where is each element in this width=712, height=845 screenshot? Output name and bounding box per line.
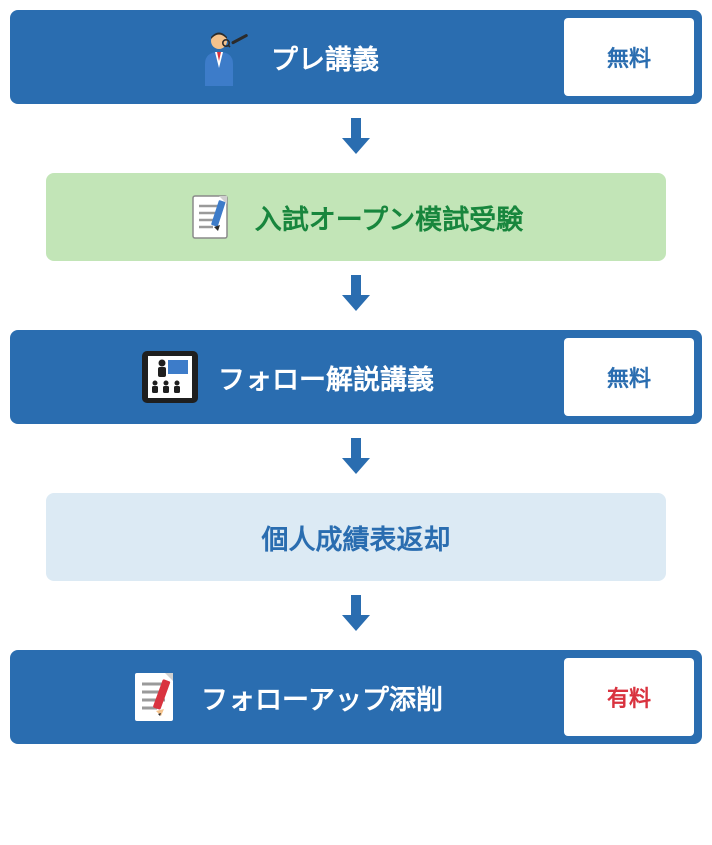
step-title: フォロー解説講義 — [218, 358, 434, 397]
flow-step-5: フォローアップ添削 有料 — [10, 650, 702, 744]
step-main: フォローアップ添削 — [10, 650, 564, 744]
price-badge: 無料 — [564, 18, 694, 96]
price-badge: 無料 — [564, 338, 694, 416]
flow-step-4: 個人成績表返却 — [46, 493, 666, 581]
flow-arrow-icon — [342, 118, 370, 159]
step-title: プレ講義 — [271, 38, 379, 77]
flow-step-1: プレ講義 無料 — [10, 10, 702, 104]
price-badge-text: 無料 — [607, 361, 651, 393]
flow-step-3: フォロー解説講義 無料 — [10, 330, 702, 424]
document-pencil-icon — [189, 192, 237, 242]
step-title: 入試オープン模試受験 — [255, 198, 523, 237]
document-red-pencil-icon — [131, 669, 183, 725]
step-title: 個人成績表返却 — [262, 518, 451, 557]
price-badge-text: 無料 — [607, 41, 651, 73]
instructor-icon — [195, 28, 253, 86]
step-title: フォローアップ添削 — [201, 678, 443, 717]
step-main: プレ講義 — [10, 10, 564, 104]
flow-step-2: 入試オープン模試受験 — [46, 173, 666, 261]
flow-arrow-icon — [342, 275, 370, 316]
step-main: 入試オープン模試受験 — [46, 192, 666, 242]
tablet-classroom-icon — [140, 349, 200, 405]
step-main: フォロー解説講義 — [10, 330, 564, 424]
flow-container: プレ講義 無料 入試オープン模試受験 — [0, 10, 712, 744]
price-badge-text: 有料 — [607, 681, 651, 713]
price-badge: 有料 — [564, 658, 694, 736]
flow-arrow-icon — [342, 438, 370, 479]
flow-arrow-icon — [342, 595, 370, 636]
